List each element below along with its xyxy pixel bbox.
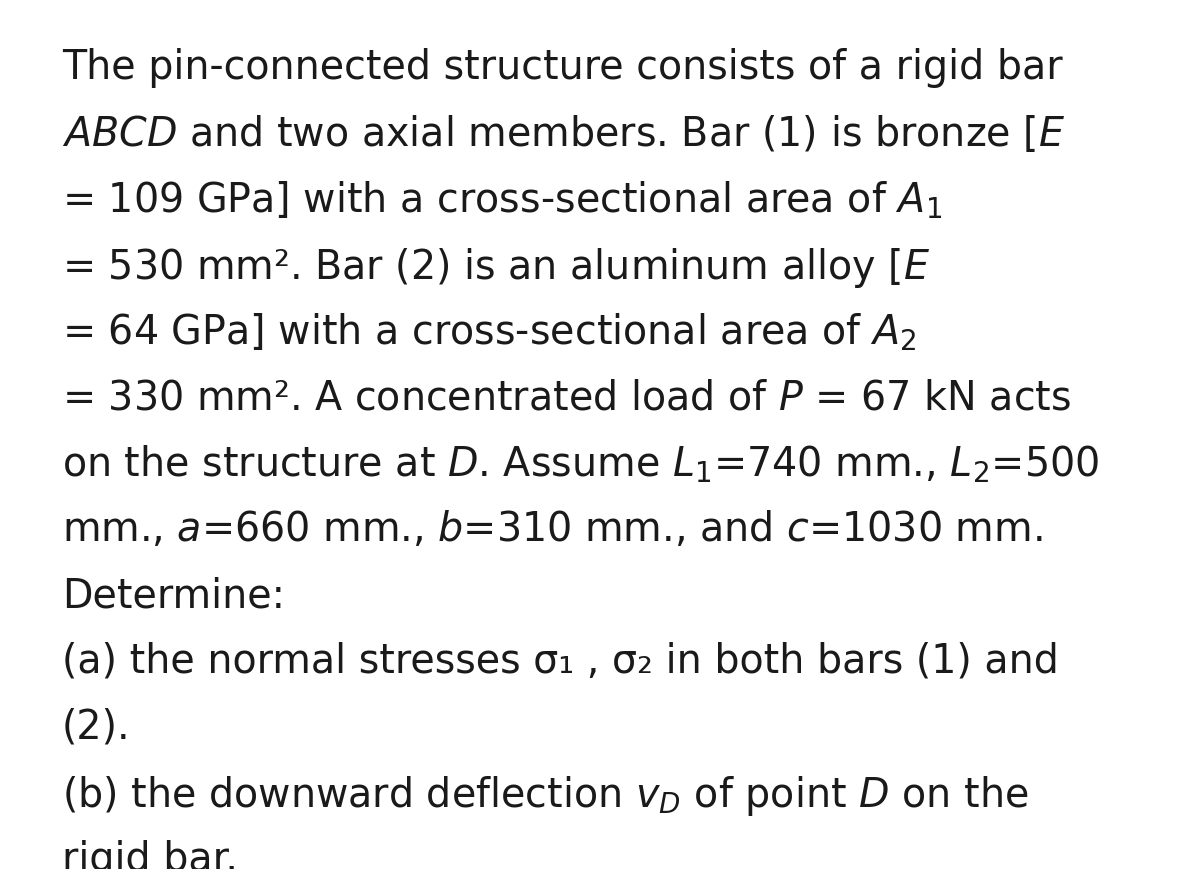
Text: = 330 mm². A concentrated load of $\it{P}$ = 67 kN acts: = 330 mm². A concentrated load of $\it{P… xyxy=(62,377,1070,417)
Text: (b) the downward deflection $\it{v}$$_D$ of point $\it{D}$ on the: (b) the downward deflection $\it{v}$$_D$… xyxy=(62,773,1028,817)
Text: (a) the normal stresses σ₁ , σ₂ in both bars (1) and: (a) the normal stresses σ₁ , σ₂ in both … xyxy=(62,641,1058,681)
Text: (2).: (2). xyxy=(62,707,131,747)
Text: mm., $\it{a}$=660 mm., $\it{b}$=310 mm., and $\it{c}$=1030 mm.: mm., $\it{a}$=660 mm., $\it{b}$=310 mm.,… xyxy=(62,509,1043,549)
Text: on the structure at $\it{D}$. Assume $\it{L}$$_1$=740 mm., $\it{L}$$_2$=500: on the structure at $\it{D}$. Assume $\i… xyxy=(62,443,1099,485)
Text: rigid bar.: rigid bar. xyxy=(62,839,238,869)
Text: $\it{ABCD}$ and two axial members. Bar (1) is bronze [$\it{E}$: $\it{ABCD}$ and two axial members. Bar (… xyxy=(62,114,1066,155)
Text: = 530 mm². Bar (2) is an aluminum alloy [$\it{E}$: = 530 mm². Bar (2) is an aluminum alloy … xyxy=(62,246,930,289)
Text: The pin-connected structure consists of a rigid bar: The pin-connected structure consists of … xyxy=(62,48,1063,88)
Text: = 64 GPa] with a cross-sectional area of $\it{A}$$_2$: = 64 GPa] with a cross-sectional area of… xyxy=(62,312,917,353)
Text: Determine:: Determine: xyxy=(62,575,286,615)
Text: = 109 GPa] with a cross-sectional area of $\it{A}$$_1$: = 109 GPa] with a cross-sectional area o… xyxy=(62,180,942,222)
